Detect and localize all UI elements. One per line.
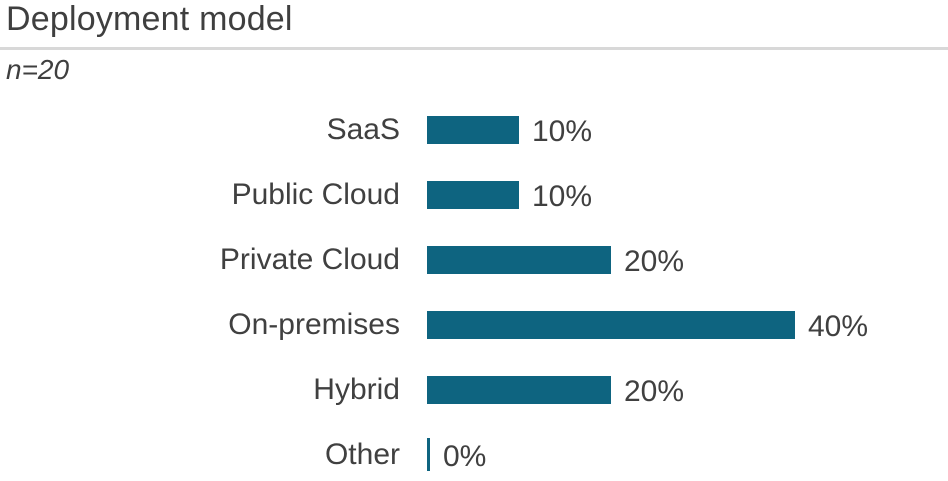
- category-label: Public Cloud: [231, 177, 400, 211]
- value-label: 20%: [624, 244, 685, 278]
- chart-row: Public Cloud 10%: [0, 162, 948, 227]
- category-label: Private Cloud: [219, 242, 400, 276]
- bar: [427, 310, 795, 339]
- bar: [427, 375, 611, 404]
- page-title: Deployment model: [6, 0, 293, 38]
- chart-row: Other 0%: [0, 422, 948, 481]
- bar-area: 20%: [427, 373, 685, 408]
- bar-area: 0%: [427, 438, 487, 473]
- value-label: 20%: [624, 374, 685, 408]
- value-label: 10%: [532, 114, 593, 148]
- category-label: On-premises: [228, 307, 400, 341]
- bar-area: 20%: [427, 243, 685, 278]
- bar: [427, 180, 519, 209]
- sample-size-note: n=20: [6, 54, 70, 85]
- bar: [427, 245, 611, 274]
- chart-row: Hybrid 20%: [0, 357, 948, 422]
- bar-area: 10%: [427, 178, 593, 213]
- category-label: Other: [324, 437, 400, 471]
- value-label: 0%: [443, 439, 487, 473]
- bar: [427, 115, 519, 144]
- value-label: 10%: [532, 179, 593, 213]
- category-label: SaaS: [326, 112, 400, 146]
- bar-area: 10%: [427, 113, 593, 148]
- value-label: 40%: [808, 309, 869, 343]
- chart-row: On-premises 40%: [0, 292, 948, 357]
- bar-chart: SaaS 10% Public Cloud 10% Private Cloud 20% On…: [0, 97, 948, 481]
- chart-row: SaaS 10%: [0, 97, 948, 162]
- bar-area: 40%: [427, 308, 869, 343]
- bar-zero-tick: [427, 438, 430, 471]
- category-label: Hybrid: [313, 372, 400, 406]
- chart-row: Private Cloud 20%: [0, 227, 948, 292]
- title-divider: [0, 47, 948, 50]
